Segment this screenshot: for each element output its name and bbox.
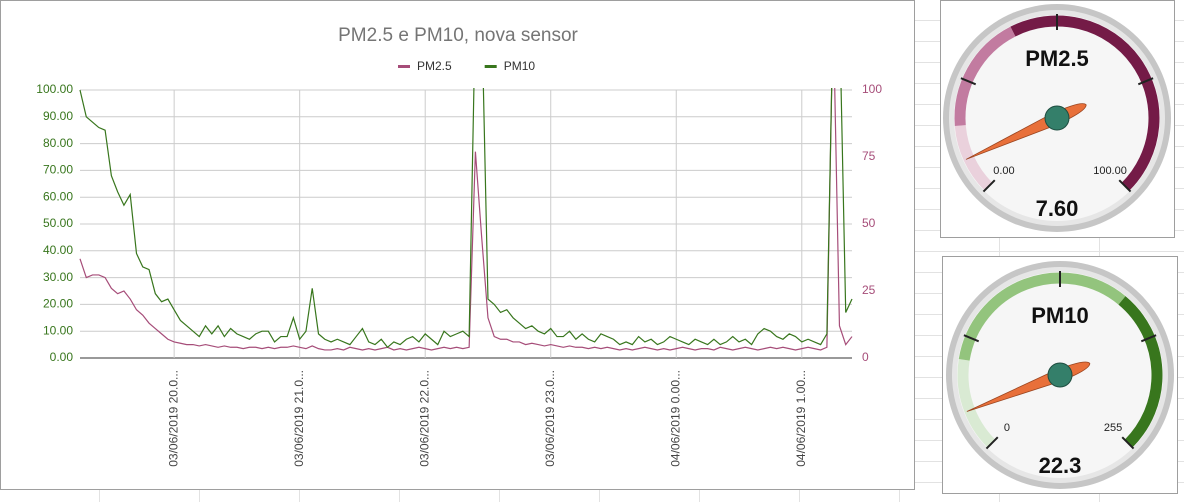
y-tick-label: 100.00 <box>36 82 73 96</box>
x-tick-label: 04/06/2019 0.00... <box>668 370 682 467</box>
y2-tick-label: 25 <box>862 283 876 297</box>
y2-tick-label: 50 <box>862 216 876 230</box>
legend-swatch <box>398 65 410 68</box>
series-line <box>79 88 853 351</box>
y2-tick-label: 0 <box>862 350 869 364</box>
gauge-tick <box>1118 179 1132 193</box>
gauge-tick <box>1140 334 1157 343</box>
x-tick-label: 03/06/2019 21.0... <box>292 370 306 467</box>
y-tick-label: 50.00 <box>43 216 73 230</box>
gauge-tick <box>1121 436 1135 450</box>
plot-lines <box>79 88 853 351</box>
chart-title: PM2.5 e PM10, nova sensor <box>338 25 578 46</box>
y-tick-label: 30.00 <box>43 270 73 284</box>
y-tick-label: 10.00 <box>43 323 73 337</box>
y2-tick-label: 75 <box>862 149 876 163</box>
chart-frame <box>0 0 915 490</box>
gauge-limit-label: 100.00 <box>1093 165 1127 177</box>
gauge-tick <box>985 436 999 450</box>
gauge-band <box>958 272 1126 361</box>
gauge-value: 7.60 <box>1036 196 1079 221</box>
y-tick-label: 70.00 <box>43 163 73 177</box>
gauge-tick <box>982 179 996 193</box>
y-tick-label: 0.00 <box>50 350 74 364</box>
gauge-limit-label: 0.00 <box>993 165 1014 177</box>
gauge-hub <box>1044 105 1070 131</box>
gauge-hub <box>1047 362 1073 388</box>
y-tick-label: 60.00 <box>43 189 73 203</box>
y-tick-label: 20.00 <box>43 297 73 311</box>
gauge-band <box>954 26 1016 127</box>
y-tick-label: 80.00 <box>43 136 73 150</box>
x-tick-label: 03/06/2019 23.0... <box>543 370 557 467</box>
x-tick-label: 03/06/2019 20.0... <box>166 370 180 467</box>
y-tick-label: 40.00 <box>43 243 73 257</box>
gauge-tick <box>960 77 977 86</box>
gauge-band <box>1118 296 1163 448</box>
legend-swatch <box>484 65 497 68</box>
legend-label: PM2.5 <box>417 59 452 73</box>
gauge-title: PM2.5 <box>1025 46 1089 71</box>
gauge-tick <box>963 334 980 343</box>
gauge-tick <box>1137 77 1154 86</box>
y2-tick-label: 100 <box>862 82 882 96</box>
legend-label: PM10 <box>504 59 536 73</box>
gauge-limit-label: 255 <box>1104 422 1122 434</box>
y-tick-label: 90.00 <box>43 109 73 123</box>
gauge-band <box>957 358 996 448</box>
gauge-limit-label: 0 <box>1004 422 1010 434</box>
series-line <box>79 88 853 349</box>
gauge-value: 22.3 <box>1039 453 1082 478</box>
gauge-title: PM10 <box>1031 303 1088 328</box>
x-tick-label: 03/06/2019 22.0... <box>417 370 431 467</box>
x-tick-label: 04/06/2019 1.00... <box>794 370 808 467</box>
gauge-band <box>1010 15 1160 191</box>
